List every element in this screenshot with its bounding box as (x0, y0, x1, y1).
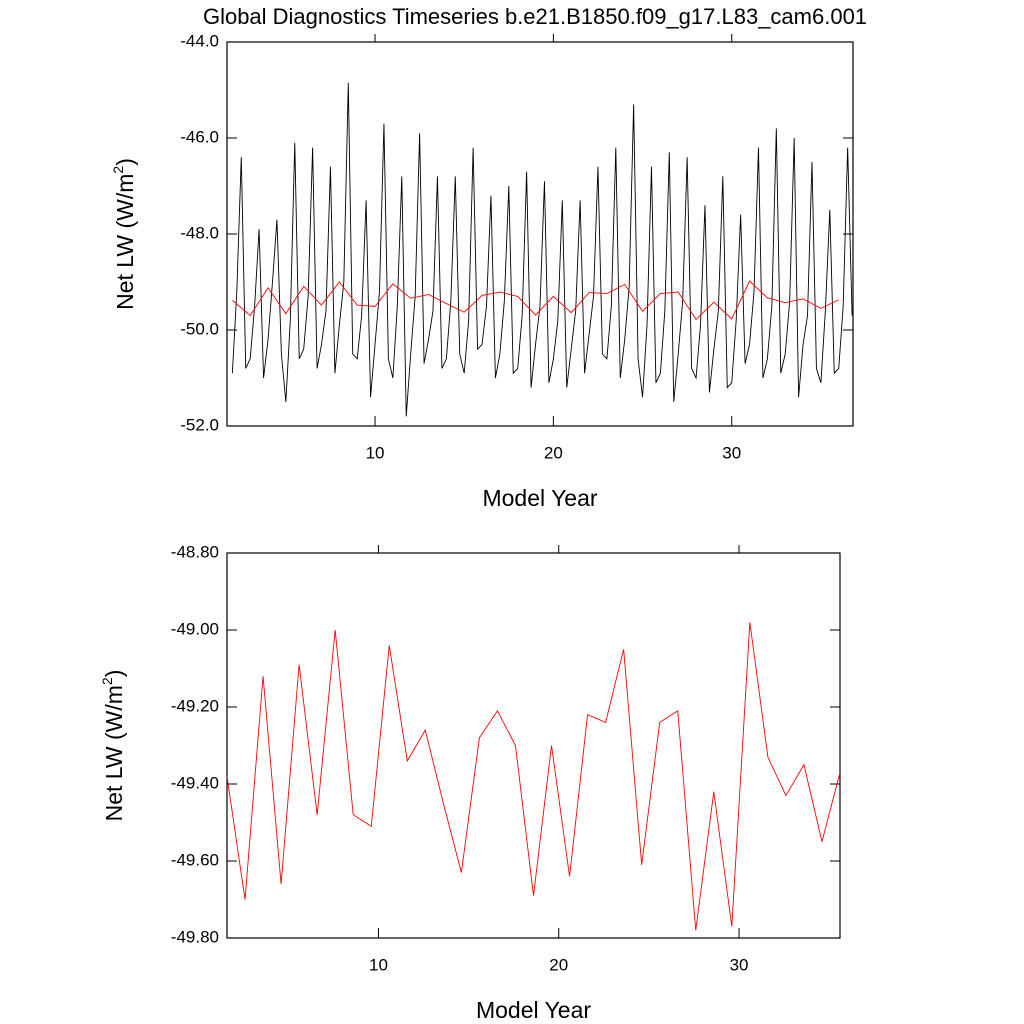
y-axis-label-superscript: 2 (99, 677, 115, 685)
y-axis-label-part: Net LW (W/m (112, 174, 138, 310)
y-tick-label: -48.0 (180, 223, 219, 242)
y-tick-label: -50.0 (180, 319, 219, 338)
x-tick-label: 30 (722, 443, 741, 462)
x-tick-label: 30 (730, 955, 749, 974)
y-tick-label: -46.0 (180, 127, 219, 146)
x-axis-label: Model Year (482, 485, 597, 511)
x-tick-label: 10 (366, 443, 385, 462)
y-axis-label-part: ) (101, 670, 127, 678)
y-axis-label: Net LW (W/m2) (110, 158, 138, 310)
y-tick-label: -44.0 (180, 31, 219, 50)
y-axis-label-part: Net LW (W/m (101, 685, 127, 821)
y-tick-label: -52.0 (180, 415, 219, 434)
plot-frame (226, 552, 841, 939)
chart-title: Global Diagnostics Timeseries b.e21.B185… (203, 4, 867, 29)
y-tick-label: -49.20 (171, 696, 219, 715)
y-axis-label-part: ) (112, 158, 138, 166)
series-line (226, 622, 841, 931)
y-tick-label: -48.80 (171, 542, 219, 561)
y-axis-label: Net LW (W/m2) (99, 670, 127, 822)
y-axis-label-superscript: 2 (110, 166, 126, 174)
x-tick-label: 10 (369, 955, 388, 974)
y-tick-label: -49.40 (171, 773, 219, 792)
plot-frame (226, 41, 854, 427)
x-tick-label: 20 (544, 443, 563, 462)
y-tick-label: -49.60 (171, 850, 219, 869)
x-axis-label: Model Year (476, 997, 591, 1023)
y-tick-label: -49.80 (171, 927, 219, 946)
y-tick-label: -49.00 (171, 619, 219, 638)
x-tick-label: 20 (549, 955, 568, 974)
series-line (232, 280, 839, 321)
series-line (231, 82, 853, 417)
